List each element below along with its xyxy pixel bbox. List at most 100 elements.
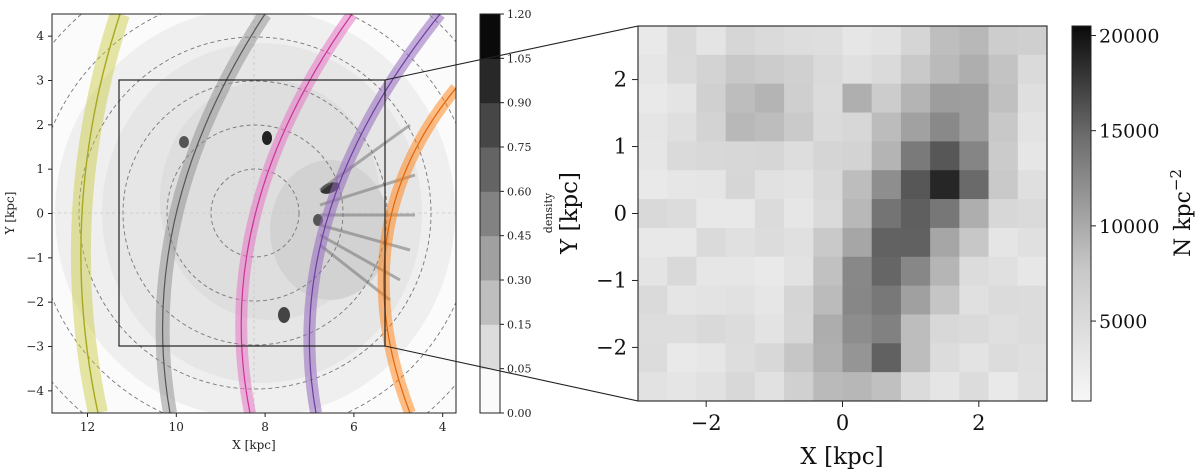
density-cell <box>784 83 814 113</box>
left-colorbar-step <box>480 147 500 192</box>
density-cell <box>667 141 697 171</box>
density-cell <box>930 112 960 142</box>
density-cell <box>871 170 902 200</box>
density-cell <box>959 314 989 344</box>
left-x-axis-label: X [kpc] <box>232 438 275 452</box>
density-cell <box>900 372 931 401</box>
density-cell <box>1017 256 1047 287</box>
right-colorbar-tick-label: 15000 <box>1099 121 1159 143</box>
left-x-tick-label: 10 <box>169 420 184 434</box>
density-cell <box>784 256 814 287</box>
left-x-tick-label: 8 <box>261 420 269 434</box>
density-cell <box>900 285 931 315</box>
density-cell <box>1017 83 1047 113</box>
density-cell <box>813 54 843 85</box>
density-cell <box>696 83 727 113</box>
density-cell <box>784 141 814 171</box>
density-cell <box>696 343 727 373</box>
density-cell <box>871 83 902 113</box>
density-cell <box>930 170 960 200</box>
left-colorbar-ticks: 1.20 1.05 0.90 0.75 0.60 0.45 0.30 0.15 0.05 0.00 <box>500 8 532 420</box>
right-colorbar-label: N kpc−2 <box>1167 169 1196 257</box>
density-cell <box>1017 227 1047 258</box>
density-cell <box>696 256 727 287</box>
density-cell <box>871 26 902 56</box>
left-colorbar-steps <box>480 14 500 414</box>
density-cell <box>871 199 902 229</box>
density-cell <box>784 343 814 373</box>
left-colorbar-frame <box>479 13 501 414</box>
density-cell <box>988 256 1019 287</box>
density-cell <box>813 314 843 344</box>
density-cell <box>959 372 989 401</box>
density-cell <box>813 343 843 373</box>
density-cell <box>900 227 931 258</box>
density-cell <box>959 26 989 56</box>
density-cell <box>871 285 902 315</box>
left-y-tick-label: 3 <box>36 74 44 88</box>
right-x-axis-label: X [kpc] <box>800 444 883 470</box>
density-cell <box>784 314 814 344</box>
density-cell <box>667 285 697 315</box>
density-cell <box>667 26 697 56</box>
density-cell <box>813 83 843 113</box>
left-colorbar-tick-label: 0.75 <box>507 141 532 154</box>
density-cell <box>667 170 697 200</box>
density-cell <box>959 54 989 85</box>
density-cell <box>842 256 873 287</box>
zoom-connector-bottom <box>384 345 639 402</box>
density-cell <box>638 343 668 373</box>
density-cell <box>813 285 843 315</box>
density-cell <box>871 227 902 258</box>
density-cell <box>813 372 843 401</box>
density-cell <box>900 199 931 229</box>
density-cell <box>842 343 873 373</box>
left-colorbar-step <box>480 14 500 59</box>
right-y-axis-label: Y [kpc] <box>557 172 583 255</box>
right-x-tick-label: 0 <box>836 411 849 435</box>
density-cell <box>696 112 727 142</box>
density-cell <box>988 372 1019 401</box>
density-cell <box>813 199 843 229</box>
left-colorbar-step <box>480 235 500 281</box>
density-cell <box>725 256 756 287</box>
right-colorbar-ticks: 20000 15000 10000 5000 <box>1091 26 1159 333</box>
density-cell <box>1017 170 1047 200</box>
density-cell <box>900 343 931 373</box>
density-cell <box>1017 141 1047 171</box>
density-cell <box>842 83 873 113</box>
density-cell <box>842 26 873 56</box>
density-cell <box>842 372 873 401</box>
density-cell <box>754 112 785 142</box>
density-cell <box>667 112 697 142</box>
density-cell <box>871 372 902 401</box>
density-cell <box>959 285 989 315</box>
left-colorbar-step <box>480 324 500 370</box>
density-cell <box>813 227 843 258</box>
density-cell <box>667 199 697 229</box>
density-cell <box>725 112 756 142</box>
density-cell <box>930 372 960 401</box>
left-colorbar-step <box>480 102 500 148</box>
density-cell <box>638 54 668 85</box>
density-cell <box>1017 26 1047 56</box>
arm-line-gray <box>162 14 266 413</box>
density-cell <box>988 285 1019 315</box>
density-cell <box>754 256 785 287</box>
density-cell <box>754 227 785 258</box>
density-cell <box>638 112 668 142</box>
density-cell <box>871 54 902 85</box>
density-cell <box>959 227 989 258</box>
density-cell <box>871 343 902 373</box>
density-cell <box>988 343 1019 373</box>
density-cell <box>842 141 873 171</box>
density-cell <box>696 199 727 229</box>
left-x-tick-label: 6 <box>350 420 358 434</box>
density-cell <box>988 314 1019 344</box>
right-colorbar-tick-label: 5000 <box>1099 311 1147 333</box>
right-colorbar-label-text: N kpc <box>1171 191 1196 257</box>
density-cell <box>900 83 931 113</box>
right-colorbar-label-exponent: −2 <box>1167 169 1185 191</box>
density-cell <box>754 285 785 315</box>
density-cell <box>988 227 1019 258</box>
